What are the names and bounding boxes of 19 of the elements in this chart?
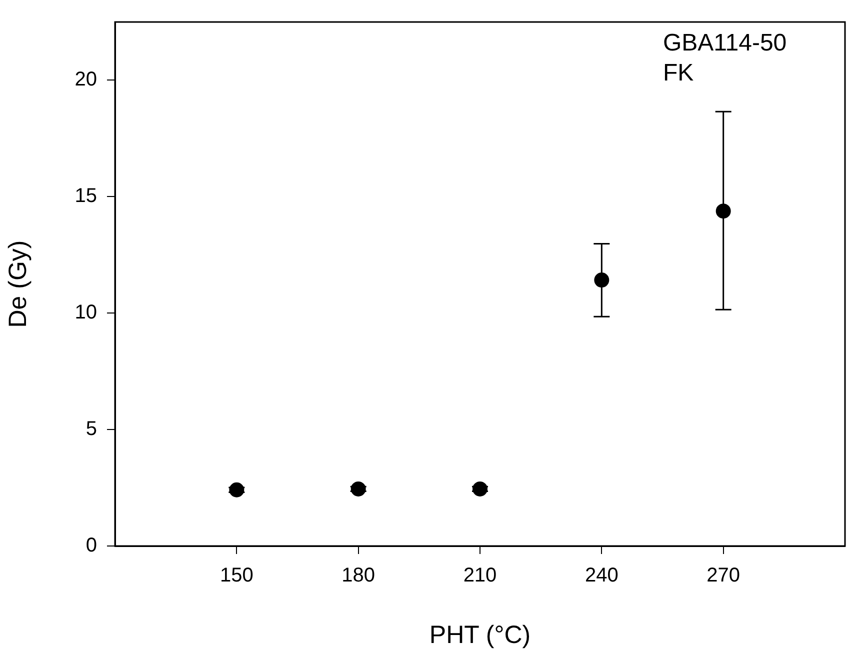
y-tick-label: 5 xyxy=(86,418,97,440)
x-tick-label: 210 xyxy=(463,564,497,587)
x-tick-label: 270 xyxy=(706,564,740,587)
point xyxy=(594,272,610,288)
point xyxy=(472,481,488,496)
x-tick-label: 180 xyxy=(342,564,376,587)
point xyxy=(716,204,731,219)
x-axis-title: PHT (°C) xyxy=(429,620,531,649)
x-tick-label: 240 xyxy=(584,564,618,587)
y-axis-title: De (Gy) xyxy=(4,240,32,328)
y-tick-label: 15 xyxy=(74,185,97,208)
annotation: FK xyxy=(663,60,694,87)
point xyxy=(350,481,366,496)
annotation: GBA114-50 xyxy=(663,30,787,57)
x-tick-label: 150 xyxy=(220,564,254,587)
point xyxy=(229,482,244,498)
y-tick-label: 20 xyxy=(74,68,97,91)
y-tick-label: 10 xyxy=(74,302,97,324)
y-tick-label: 0 xyxy=(86,534,97,557)
